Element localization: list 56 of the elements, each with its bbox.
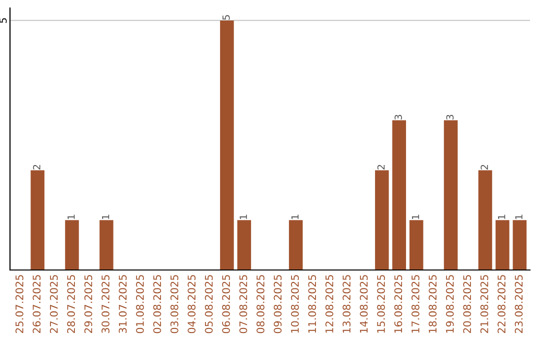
x-tick-label: 19.08.2025: [446, 275, 454, 333]
x-tick-label: 22.08.2025: [498, 275, 506, 334]
x-tick-label: 11.08.2025: [308, 275, 316, 333]
bar: [478, 170, 492, 270]
x-tick-label: 04.08.2025: [188, 275, 196, 334]
data-label: 3: [394, 114, 402, 120]
x-tick-label: 01.08.2025: [136, 275, 144, 334]
bar: [30, 170, 44, 270]
data-label: 3: [446, 114, 454, 120]
x-tick-label: 21.08.2025: [480, 275, 488, 334]
bar: [392, 120, 406, 270]
x-tick-label: 28.07.2025: [67, 275, 76, 334]
data-label: 5: [222, 15, 230, 20]
data-label: 2: [377, 164, 385, 170]
x-tick-label: 12.08.2025: [325, 275, 334, 333]
x-tick-label: 02.08.2025: [153, 275, 162, 334]
x-tick-label: 09.08.2025: [274, 275, 282, 334]
x-tick-label: 25.07.2025: [15, 275, 24, 334]
x-tick-label: 23.08.2025: [514, 275, 523, 334]
data-label: 1: [498, 214, 506, 220]
x-tick-label: 08.08.2025: [256, 275, 264, 334]
x-tick-label: 18.08.2025: [428, 275, 437, 333]
bar: [496, 220, 510, 270]
bar: [512, 220, 527, 270]
x-tick-label: 03.08.2025: [170, 275, 178, 334]
data-label: 1: [102, 214, 110, 220]
x-tick-label: 14.08.2025: [360, 275, 368, 333]
data-label: 1: [240, 214, 247, 220]
data-label: 1: [68, 214, 75, 220]
bar: [65, 220, 79, 270]
x-tick-label: 20.08.2025: [463, 275, 472, 334]
x-tick-label: 26.07.2025: [32, 275, 41, 334]
data-label: 2: [33, 164, 40, 170]
x-tick-label: 16.08.2025: [394, 275, 402, 333]
data-label: 2: [480, 164, 488, 170]
data-label: 1: [412, 214, 420, 220]
x-tick-label: 13.08.2025: [342, 275, 351, 333]
bar: [444, 120, 458, 270]
x-tick-label: 31.07.2025: [118, 275, 127, 334]
bar: [288, 220, 303, 270]
x-tick-label: 15.08.2025: [377, 275, 385, 333]
bar: [100, 220, 114, 270]
x-tick-label: 05.08.2025: [204, 275, 213, 334]
bar: [375, 170, 389, 270]
x-tick-label: 06.08.2025: [222, 275, 230, 334]
x-tick-label: 29.07.2025: [84, 275, 92, 334]
x-tick-label: 27.07.2025: [50, 275, 58, 334]
bar: [409, 220, 424, 270]
bar: [220, 20, 234, 270]
x-tick-label: 30.07.2025: [102, 275, 110, 334]
x-tick-label: 07.08.2025: [239, 275, 248, 334]
bar: [237, 220, 252, 270]
data-label: 1: [515, 214, 522, 220]
x-tick-label: 17.08.2025: [412, 275, 420, 333]
x-tick-label: 10.08.2025: [290, 275, 299, 333]
data-label: 1: [291, 214, 299, 220]
